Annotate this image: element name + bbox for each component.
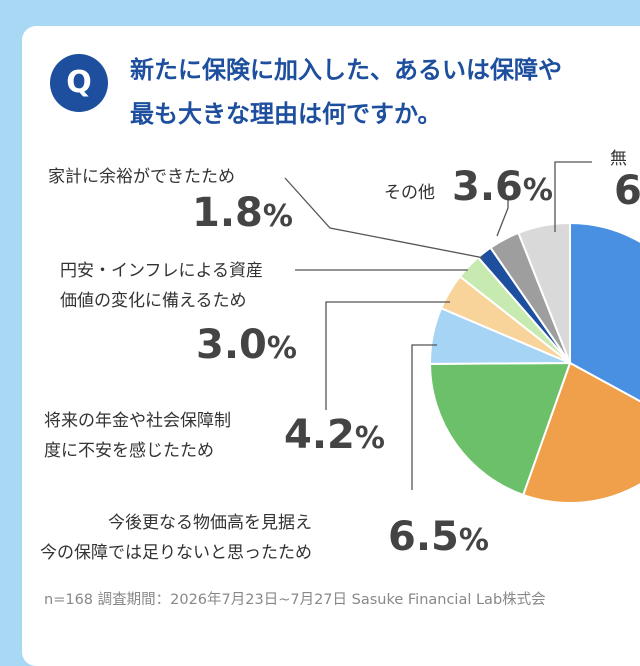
pie-chart bbox=[284, 161, 640, 504]
leader-household bbox=[284, 177, 485, 259]
question-line-2: 最も大きな理由は何ですか。 bbox=[130, 100, 442, 128]
pie-slice-0 bbox=[569, 221, 640, 403]
label-prices: 今後更なる物価高を見据え 今の保障では足りないと思ったため bbox=[40, 513, 312, 563]
pct-inflation: 3.0% bbox=[196, 322, 297, 368]
question-text: 新たに保険に加入した、あるいは保障や 最も大きな理由は何ですか。 bbox=[130, 48, 640, 136]
leader-none bbox=[554, 161, 592, 232]
label-other: その他 bbox=[384, 183, 435, 203]
leader-pension bbox=[325, 301, 450, 410]
pie-slice-2 bbox=[428, 361, 572, 497]
pct-other: 3.6% bbox=[452, 164, 553, 210]
footer-note: n=168 調査期間：2026年7月23日~7月27日 Sasuke Finan… bbox=[44, 592, 546, 608]
question-badge: Q bbox=[50, 54, 108, 112]
pie-slice-8 bbox=[517, 221, 571, 364]
label-household: 家計に余裕ができたため bbox=[48, 167, 235, 187]
pct-none-partial: 6 bbox=[614, 168, 640, 214]
leader-prices bbox=[411, 344, 437, 490]
label-none-partial: 無 bbox=[610, 149, 627, 169]
question-line-1: 新たに保険に加入した、あるいは保障や bbox=[130, 56, 562, 84]
pct-prices: 6.5% bbox=[388, 514, 489, 560]
label-inflation: 円安・インフレによる資産 価値の変化に備えるため bbox=[60, 261, 263, 311]
pct-pension: 4.2% bbox=[284, 412, 385, 458]
label-pension: 将来の年金や社会保障制 度に不安を感じたため bbox=[44, 411, 231, 461]
leader-other bbox=[496, 198, 509, 237]
pct-household: 1.8% bbox=[192, 190, 293, 236]
pie-slice-1 bbox=[521, 361, 640, 504]
